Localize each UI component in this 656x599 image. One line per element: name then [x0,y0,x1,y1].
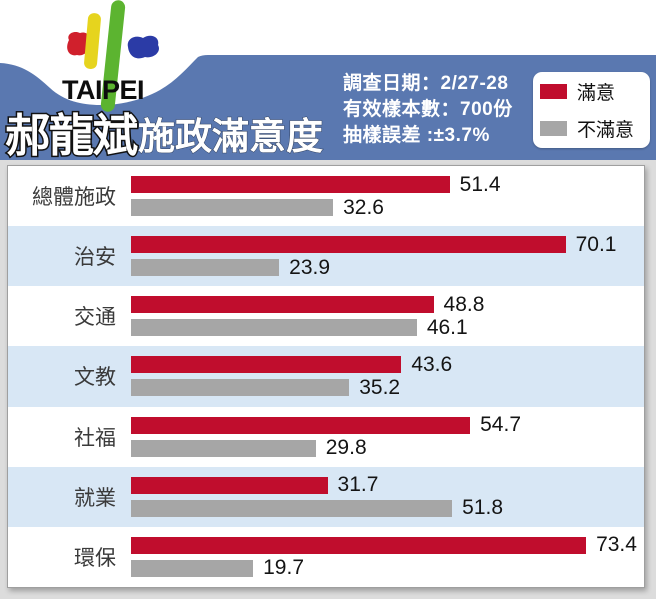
page-title-name: 郝龍斌 [5,110,138,160]
bar-group: 48.8 46.1 [131,293,484,339]
legend-item-dissatisfied: 不滿意 [540,115,650,142]
dissatisfied-bar-line: 29.8 [131,436,521,459]
dissatisfied-bar [131,499,453,517]
bar-chart: 總體施政 51.4 32.6 治安 70.1 23.9 交通 48.8 46.1 文教 43.6 35… [7,165,645,588]
category-label: 交通 [74,306,116,330]
survey-margin-of-error: 抽樣誤差 :±3.7% [343,125,490,146]
page-title-suffix: 施政滿意度 [138,116,323,157]
dissatisfied-bar-line: 46.1 [131,316,484,339]
bar-group: 43.6 35.2 [131,353,452,399]
chart-row: 總體施政 51.4 32.6 [8,166,644,226]
category-label: 環保 [74,546,116,570]
red-brush-icon [67,31,90,56]
satisfied-value: 54.7 [480,413,521,437]
bar-group: 73.4 19.7 [131,533,637,579]
chart-row: 治安 70.1 23.9 [8,226,644,287]
logo-text: TAIPEI [62,75,144,105]
legend-item-satisfied: 滿意 [540,78,650,105]
dissatisfied-value: 23.9 [289,255,331,279]
dissatisfied-bar [131,259,280,277]
chart-row: 社福 54.7 29.8 [8,407,644,467]
dissatisfied-value: 35.2 [359,375,401,399]
legend-box: 滿意 不滿意 [533,72,650,148]
satisfied-value: 43.6 [411,352,453,376]
dissatisfied-value: 46.1 [426,315,468,339]
legend-label: 滿意 [577,83,616,104]
blue-brush-icon [127,35,159,59]
chart-row: 環保 73.4 19.7 [8,527,644,587]
satisfied-bar-line: 54.7 [131,413,521,436]
bar-group: 70.1 23.9 [131,233,616,279]
category-label: 治安 [74,246,116,270]
dissatisfied-bar-line: 35.2 [131,376,452,399]
bar-group: 51.4 32.6 [131,173,501,219]
satisfied-bar [131,176,450,194]
dissatisfied-value: 51.8 [462,496,504,520]
dissatisfied-swatch-icon [540,121,567,136]
satisfied-swatch-icon [540,84,567,99]
satisfied-value: 70.1 [575,232,617,256]
dissatisfied-bar [131,379,350,397]
yellow-brush-icon [84,13,101,70]
dissatisfied-value: 19.7 [263,556,304,580]
bar-group: 31.7 51.8 [131,473,503,519]
satisfied-bar [131,296,434,314]
category-label: 文教 [74,366,116,390]
satisfied-value: 31.7 [337,473,379,497]
dissatisfied-value: 29.8 [325,436,367,460]
satisfied-bar [131,236,566,254]
green-brush-icon [100,0,126,112]
dissatisfied-bar [131,199,334,217]
satisfied-bar [131,536,587,554]
dissatisfied-bar-line: 23.9 [131,256,616,279]
category-label: 社福 [74,426,116,450]
satisfied-bar-line: 48.8 [131,293,484,316]
dissatisfied-bar-line: 32.6 [131,196,501,219]
satisfied-bar [131,476,328,494]
satisfied-bar-line: 31.7 [131,473,503,496]
satisfied-value: 73.4 [596,533,637,557]
satisfied-bar-line: 51.4 [131,173,501,196]
legend-label: 不滿意 [577,120,635,141]
survey-sample-size: 有效樣本數：700份 [343,99,513,120]
satisfied-bar-line: 73.4 [131,533,637,556]
category-label: 總體施政 [32,186,116,210]
dissatisfied-bar [131,559,254,577]
survey-date: 調查日期：2/27-28 [343,73,509,94]
satisfied-bar-line: 70.1 [131,233,616,256]
dissatisfied-value: 32.6 [343,195,384,219]
satisfied-value: 51.4 [459,172,501,196]
category-label: 就業 [74,486,116,510]
survey-info: 調查日期：2/27-28 有效樣本數：700份 抽樣誤差 :±3.7% [343,71,513,149]
dissatisfied-bar [131,319,417,337]
dissatisfied-bar-line: 19.7 [131,556,637,579]
satisfied-bar-line: 43.6 [131,353,452,376]
chart-row: 交通 48.8 46.1 [8,286,644,346]
chart-row: 文教 43.6 35.2 [8,346,644,407]
chart-row: 就業 31.7 51.8 [8,466,644,527]
satisfied-value: 48.8 [443,292,485,316]
satisfied-bar [131,356,402,374]
bar-group: 54.7 29.8 [131,413,521,459]
satisfied-bar [131,416,471,434]
dissatisfied-bar-line: 51.8 [131,496,503,519]
dissatisfied-bar [131,439,316,457]
